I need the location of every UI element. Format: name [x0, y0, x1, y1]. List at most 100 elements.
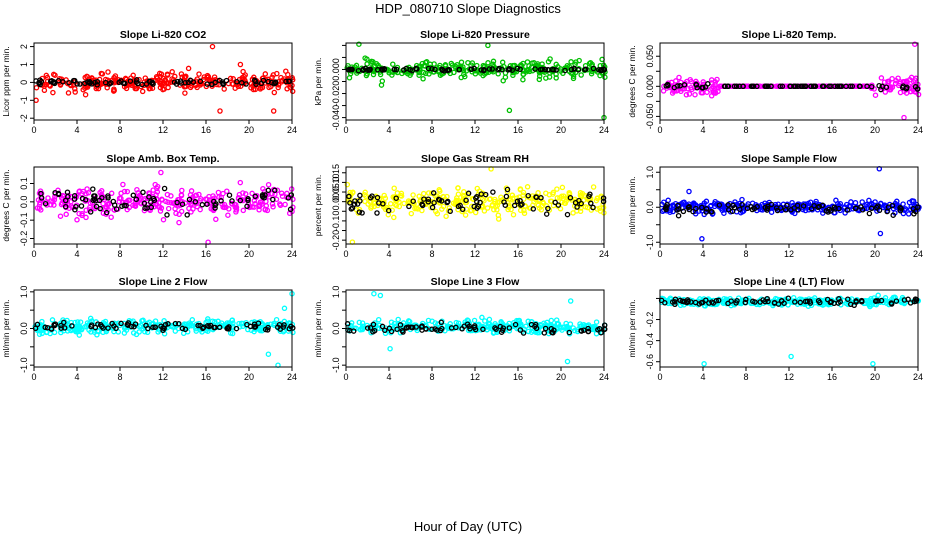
y-axis-label: ml/min per min.	[1, 299, 11, 357]
minute-point	[420, 76, 426, 82]
minute-point	[157, 80, 164, 87]
mean-point	[466, 323, 473, 330]
mean-point	[148, 204, 155, 211]
minute-point	[113, 79, 119, 85]
mean-point	[467, 326, 473, 332]
minute-point	[158, 205, 165, 211]
x-tick-label: 8	[429, 372, 434, 382]
minute-point	[480, 323, 487, 330]
minute-point	[859, 199, 865, 205]
minute-point	[524, 59, 531, 65]
x-tick-label: 4	[386, 125, 391, 135]
mean-point	[419, 202, 426, 209]
mean-point	[370, 329, 376, 335]
minute-point	[520, 189, 527, 196]
minute-point	[270, 204, 276, 210]
mean-point	[675, 212, 682, 219]
y-tick-label: -1.0	[331, 357, 341, 373]
minute-point	[690, 299, 696, 305]
minute-point	[87, 200, 94, 206]
y-tick-label: 0.050	[645, 45, 655, 68]
x-tick-label: 12	[158, 249, 168, 259]
minute-point	[396, 203, 403, 210]
mean-point	[765, 298, 771, 305]
minute-point	[51, 329, 58, 336]
minute-point	[91, 204, 97, 210]
mean-point	[247, 323, 254, 330]
mean-point	[716, 202, 723, 208]
mean-point	[672, 296, 679, 302]
y-tick-label: 1	[19, 62, 29, 67]
mean-point	[825, 209, 831, 215]
mean-point	[253, 81, 259, 87]
mean-point	[471, 203, 477, 210]
minute-point	[153, 74, 160, 80]
minute-point	[510, 72, 516, 79]
data-points	[344, 166, 607, 245]
mean-point	[71, 192, 78, 199]
minute-point	[172, 205, 178, 212]
minute-point	[548, 317, 555, 324]
mean-point	[438, 198, 445, 204]
mean-point	[143, 322, 149, 329]
mean-point	[693, 205, 699, 212]
mean-point	[511, 202, 518, 209]
minute-point	[546, 192, 553, 198]
mean-point	[176, 320, 182, 327]
minute-point	[158, 71, 165, 77]
minute-point	[257, 199, 264, 205]
mean-point	[92, 79, 98, 86]
mean-point	[868, 205, 875, 212]
minute-point	[166, 80, 172, 86]
mean-point	[379, 66, 385, 72]
mean-point	[410, 198, 416, 204]
mean-point	[52, 189, 58, 196]
minute-point	[110, 88, 117, 94]
mean-point	[77, 81, 83, 87]
mean-point	[87, 209, 94, 215]
mean-point	[768, 201, 775, 208]
minute-point	[186, 205, 192, 212]
mean-point	[92, 198, 99, 204]
minute-point	[108, 190, 115, 197]
mean-point	[468, 66, 474, 73]
panel-title: Slope Line 4 (LT) Flow	[734, 276, 845, 288]
minute-point	[484, 205, 491, 211]
mean-point	[349, 66, 355, 73]
minute-point	[886, 78, 892, 84]
y-tick-label: -2	[19, 114, 29, 122]
mean-point	[70, 77, 77, 84]
minute-point	[900, 201, 906, 207]
y-tick-label: 0.0	[645, 201, 655, 214]
minute-point	[710, 88, 717, 94]
minute-point	[130, 330, 137, 336]
mean-point	[578, 327, 584, 334]
minute-point	[178, 192, 185, 198]
scatter-panel: Slope Gas Stream RH percent per min. 0 4 8 12…	[313, 153, 609, 259]
mean-point	[61, 325, 68, 331]
minute-point	[593, 319, 600, 325]
minute-point	[469, 195, 476, 202]
minute-point	[768, 209, 775, 215]
y-tick-label: 0.000	[331, 58, 341, 81]
mean-point	[429, 204, 436, 211]
x-tick-label: 24	[913, 125, 923, 135]
minute-point	[185, 65, 192, 72]
minute-point	[183, 73, 189, 80]
minute-point	[115, 320, 122, 326]
minute-point	[510, 195, 516, 201]
mean-point	[836, 83, 843, 90]
minute-point	[866, 197, 872, 204]
y-tick-label: -1.0	[19, 357, 29, 373]
minute-point	[907, 88, 913, 95]
minute-point	[538, 207, 545, 213]
minute-point	[256, 207, 262, 213]
mean-point	[897, 204, 903, 211]
mean-point	[150, 81, 156, 87]
minute-point	[57, 213, 64, 219]
data-points	[660, 41, 922, 121]
minute-point	[202, 196, 209, 202]
minute-point	[472, 209, 479, 216]
